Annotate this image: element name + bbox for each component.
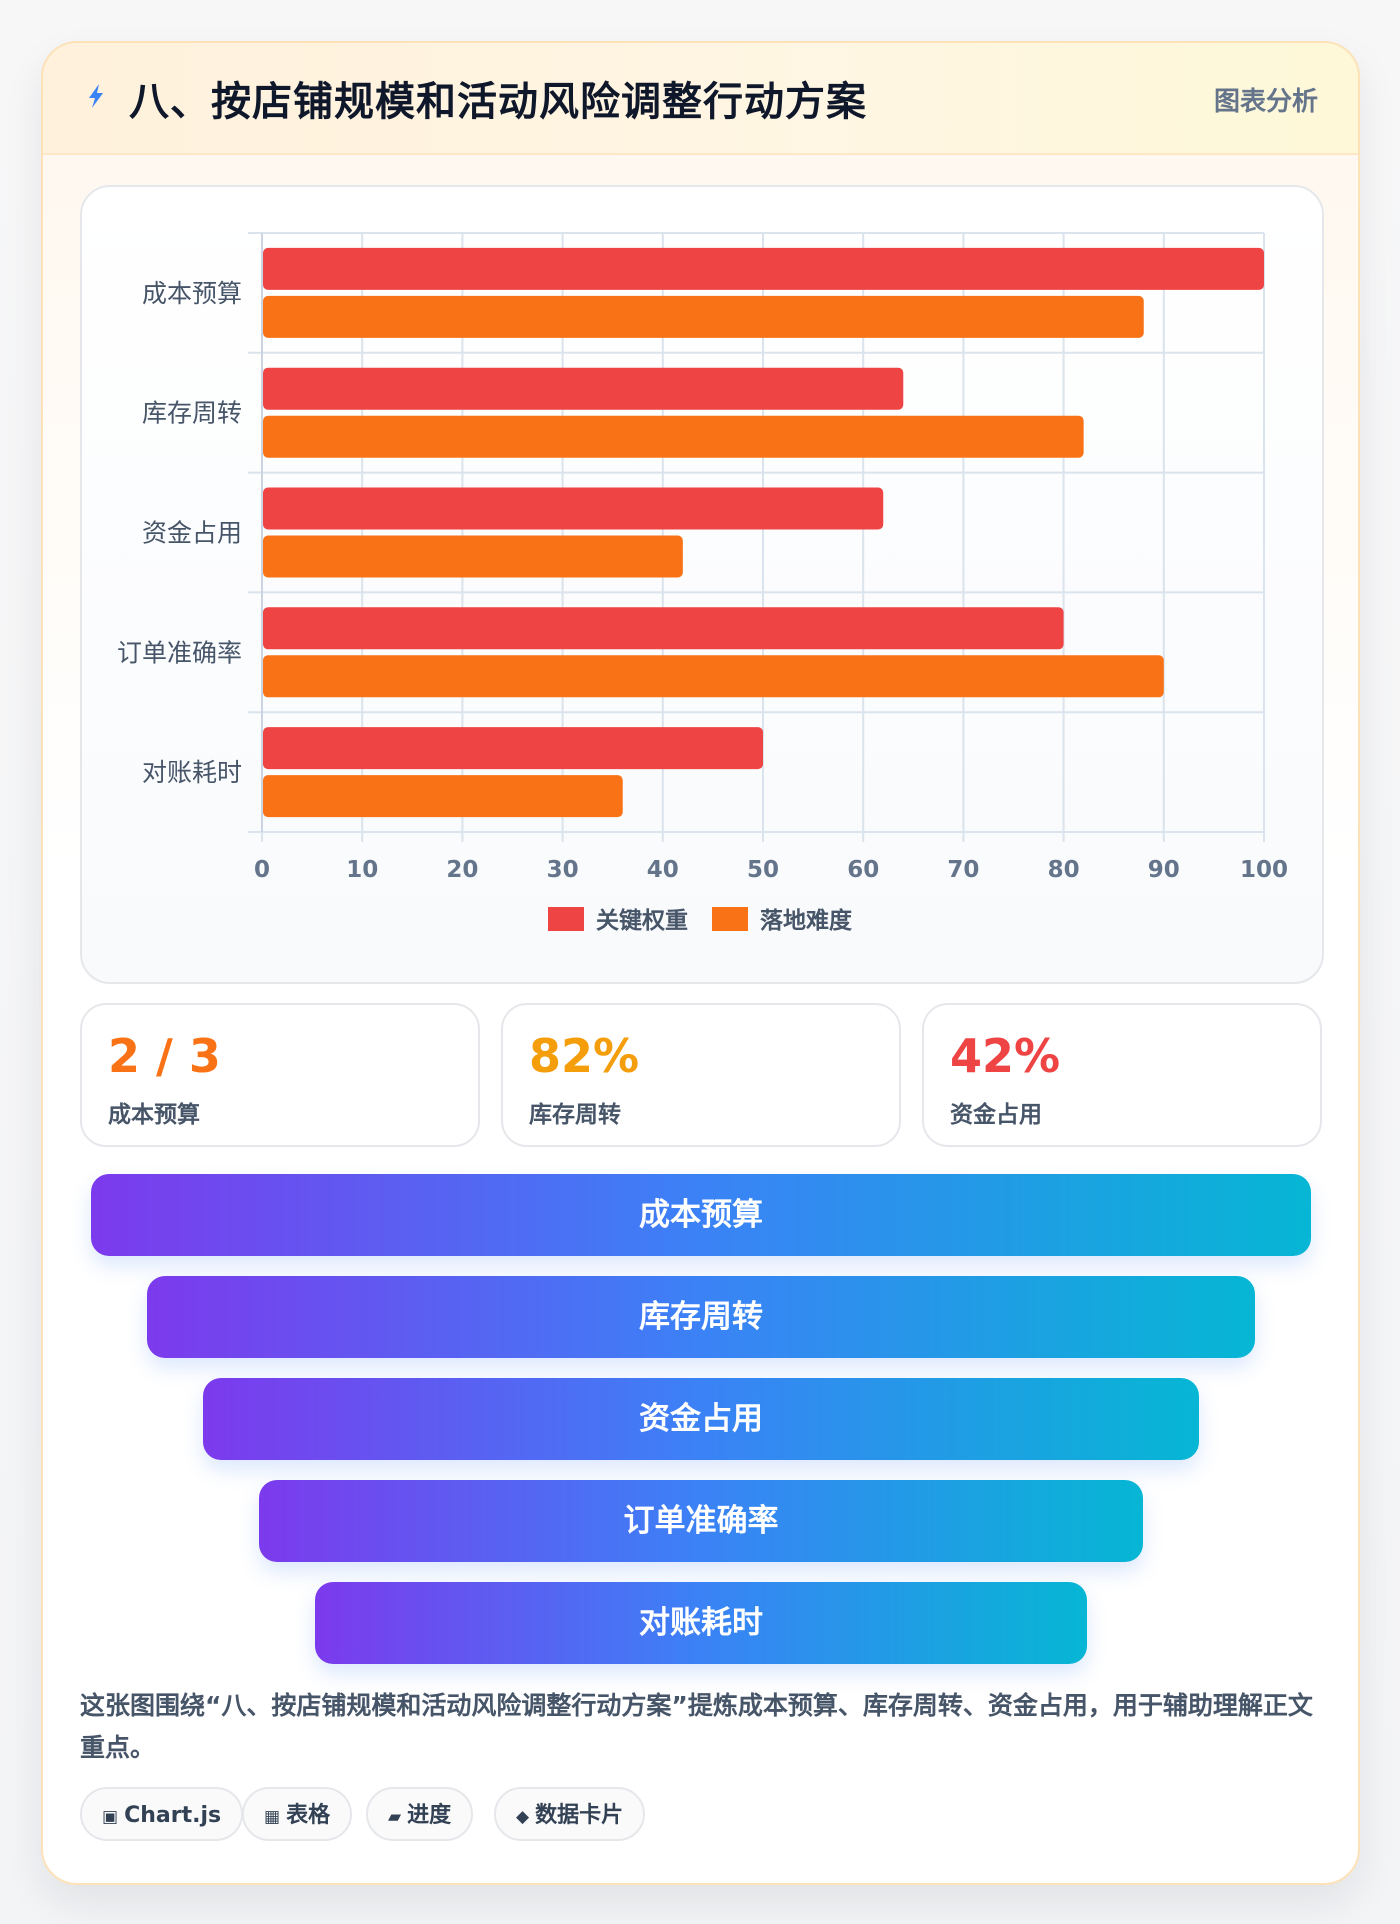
funnel-step: 对账耗时 xyxy=(315,1582,1087,1664)
chart-card: 八、按店铺规模和活动风险调整行动方案 图表分析 0 10 20 30 40 50 60 70 8… xyxy=(41,41,1360,1885)
x-tick-label: 60 xyxy=(847,857,879,883)
bar xyxy=(263,367,904,410)
tag-label: 进度 xyxy=(407,1803,452,1828)
tag-data-card[interactable]: ◆ 数据卡片 xyxy=(494,1787,646,1841)
chart-panel: 0 10 20 30 40 50 60 70 80 90 100 成本预算库存周转资金占用订单准确率对… xyxy=(80,185,1324,984)
page-title: 八、按店铺规模和活动风险调整行动方案 xyxy=(129,79,867,125)
bar xyxy=(263,295,1144,338)
table-icon: ▦ xyxy=(264,1807,281,1827)
bar xyxy=(263,655,1164,698)
bar xyxy=(263,247,1264,290)
chart-analysis-tag: 图表分析 xyxy=(1213,87,1318,117)
stat-cards: 2 / 3 成本预算 82% 库存周转 42% 资金占用 xyxy=(80,1003,1322,1147)
x-tick-label: 20 xyxy=(446,857,478,883)
chart-description: 这张图围绕“八、按店铺规模和活动风险调整行动方案”提炼成本预算、库存周转、资金占… xyxy=(80,1691,1313,1762)
tag-table[interactable]: ▦ 表格 xyxy=(242,1787,353,1841)
chart-icon: ▣ xyxy=(102,1807,119,1827)
x-tick-label: 0 xyxy=(254,857,270,883)
bar xyxy=(263,487,884,530)
stat-value: 2 / 3 xyxy=(108,1029,221,1083)
funnel-step: 成本预算 xyxy=(91,1174,1311,1256)
tag-label: Chart.js xyxy=(124,1803,222,1828)
tag-chartjs[interactable]: ▣ Chart.js xyxy=(80,1787,244,1841)
x-tick-label: 90 xyxy=(1148,857,1180,883)
legend-label: 落地难度 xyxy=(760,907,853,934)
progress-icon: ▰ xyxy=(388,1807,402,1827)
x-tick-label: 40 xyxy=(647,857,679,883)
stat-card: 82% 库存周转 xyxy=(501,1003,901,1147)
stat-card: 2 / 3 成本预算 xyxy=(80,1003,480,1147)
bar xyxy=(263,415,1084,458)
bar xyxy=(263,775,623,818)
legend-swatch xyxy=(712,907,748,931)
tag-label: 表格 xyxy=(286,1803,331,1828)
y-tick-label: 成本预算 xyxy=(142,279,242,308)
x-tick-label: 10 xyxy=(346,857,378,883)
legend-label: 关键权重 xyxy=(596,907,688,934)
y-tick-label: 库存周转 xyxy=(142,399,242,428)
bar-chart: 0 10 20 30 40 50 60 70 80 90 100 成本预算库存周转资金占用订单准确率对… xyxy=(117,232,1288,934)
x-tick-label: 100 xyxy=(1240,857,1288,883)
stat-value: 42% xyxy=(950,1029,1061,1083)
bar xyxy=(263,607,1064,650)
y-tick-label: 订单准确率 xyxy=(117,638,242,667)
tag-label: 数据卡片 xyxy=(535,1803,624,1828)
funnel-step: 库存周转 xyxy=(147,1276,1255,1358)
stat-label: 资金占用 xyxy=(950,1102,1042,1128)
x-tick-label: 50 xyxy=(747,857,779,883)
diamond-icon: ◆ xyxy=(516,1807,530,1827)
tag-progress[interactable]: ▰ 进度 xyxy=(366,1787,474,1841)
bar xyxy=(263,727,763,770)
y-tick-label: 对账耗时 xyxy=(142,758,242,787)
card-header: 八、按店铺规模和活动风险调整行动方案 图表分析 xyxy=(43,43,1358,155)
legend-swatch xyxy=(548,907,584,931)
stat-label: 库存周转 xyxy=(529,1102,621,1128)
x-tick-label: 70 xyxy=(947,857,979,883)
bar xyxy=(263,535,683,578)
x-tick-label: 30 xyxy=(547,857,579,883)
funnel-step: 资金占用 xyxy=(203,1378,1199,1460)
lightning-icon xyxy=(89,84,103,108)
x-tick-label: 80 xyxy=(1048,857,1080,883)
funnel-step: 订单准确率 xyxy=(259,1480,1143,1562)
stat-value: 82% xyxy=(529,1029,640,1083)
y-tick-label: 资金占用 xyxy=(142,519,242,548)
stat-label: 成本预算 xyxy=(108,1102,200,1128)
stat-card: 42% 资金占用 xyxy=(922,1003,1322,1147)
